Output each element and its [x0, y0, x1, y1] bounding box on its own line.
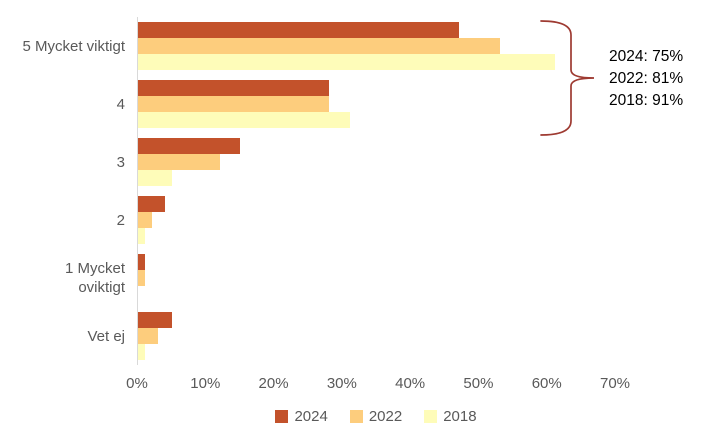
annotation-line-2024-75: 2024: 75% — [609, 48, 684, 65]
x-tick-60: 60% — [531, 375, 562, 392]
bar-2024-1-mycket-oviktigt — [138, 254, 145, 270]
legend-swatch-2022 — [349, 410, 363, 423]
bar-2022-vet-ej — [138, 328, 159, 344]
category-axis-labels: 5 Mycket viktigt 4 3 2 1 Mycket oviktigt Vet … — [0, 17, 125, 365]
category-label-5-mycket-viktigt: 5 Mycket viktigt — [22, 37, 125, 55]
category-label-2: 2 — [116, 211, 125, 229]
legend-swatch-2024 — [275, 410, 289, 423]
bar-2018-vet-ej — [138, 344, 145, 360]
x-axis-tick-labels: 0% 10% 20% 30% 40% 50% 60% 70% — [126, 375, 630, 395]
x-tick-10: 10% — [190, 375, 221, 392]
annotation-line-2018-91: 2018: 91% — [609, 92, 684, 109]
bar-2022-2 — [138, 212, 152, 228]
bar-group-vet-ej — [138, 307, 616, 365]
category-label-3: 3 — [116, 153, 125, 171]
category-label-4: 4 — [116, 95, 125, 113]
bar-2022-5-mycket-viktigt — [138, 38, 500, 54]
bar-2024-4 — [138, 80, 330, 96]
annotation-text: 2024: 75% 2022: 81% 2018: 91% — [609, 46, 683, 112]
legend-label-2024: 2024 — [294, 408, 328, 425]
bar-2024-2 — [138, 196, 166, 212]
x-tick-30: 30% — [326, 375, 357, 392]
legend-label-2022: 2022 — [368, 408, 403, 425]
brace-shape — [540, 20, 595, 136]
legend-item-2022: 2022 — [349, 408, 403, 425]
legend-item-2018: 2018 — [424, 408, 477, 425]
bar-2024-5-mycket-viktigt — [138, 22, 459, 38]
legend-item-2024: 2024 — [275, 408, 328, 425]
bar-2024-vet-ej — [138, 312, 173, 328]
legend: 2024 2022 2018 — [137, 408, 615, 425]
bar-group-2 — [138, 191, 616, 249]
bar-2018-5-mycket-viktigt — [138, 54, 555, 70]
x-tick-0: 0% — [126, 375, 148, 392]
bar-2022-3 — [138, 154, 220, 170]
bar-group-1-mycket-oviktigt — [138, 249, 616, 307]
x-tick-70: 70% — [599, 375, 631, 392]
bar-2022-4 — [138, 96, 330, 112]
annotation-line-2022-81: 2022: 81% — [609, 70, 684, 87]
legend-swatch-2018 — [424, 410, 438, 423]
bar-group-3 — [138, 133, 616, 191]
x-tick-50: 50% — [463, 375, 494, 392]
bar-2024-3 — [138, 138, 241, 154]
bar-2022-1-mycket-oviktigt — [138, 270, 145, 286]
bar-2018-4 — [138, 112, 350, 128]
bar-group-5-mycket-viktigt — [138, 17, 616, 75]
x-tick-40: 40% — [395, 375, 426, 392]
x-tick-20: 20% — [258, 375, 289, 392]
bar-group-4 — [138, 75, 616, 133]
plot-area — [137, 17, 616, 365]
category-label-1-mycket-oviktigt: 1 Mycket oviktigt — [64, 260, 125, 296]
bar-2018-2 — [138, 228, 145, 244]
category-label-vet-ej: Vet ej — [87, 327, 125, 345]
legend-label-2018: 2018 — [443, 408, 477, 425]
bar-2018-3 — [138, 170, 173, 186]
